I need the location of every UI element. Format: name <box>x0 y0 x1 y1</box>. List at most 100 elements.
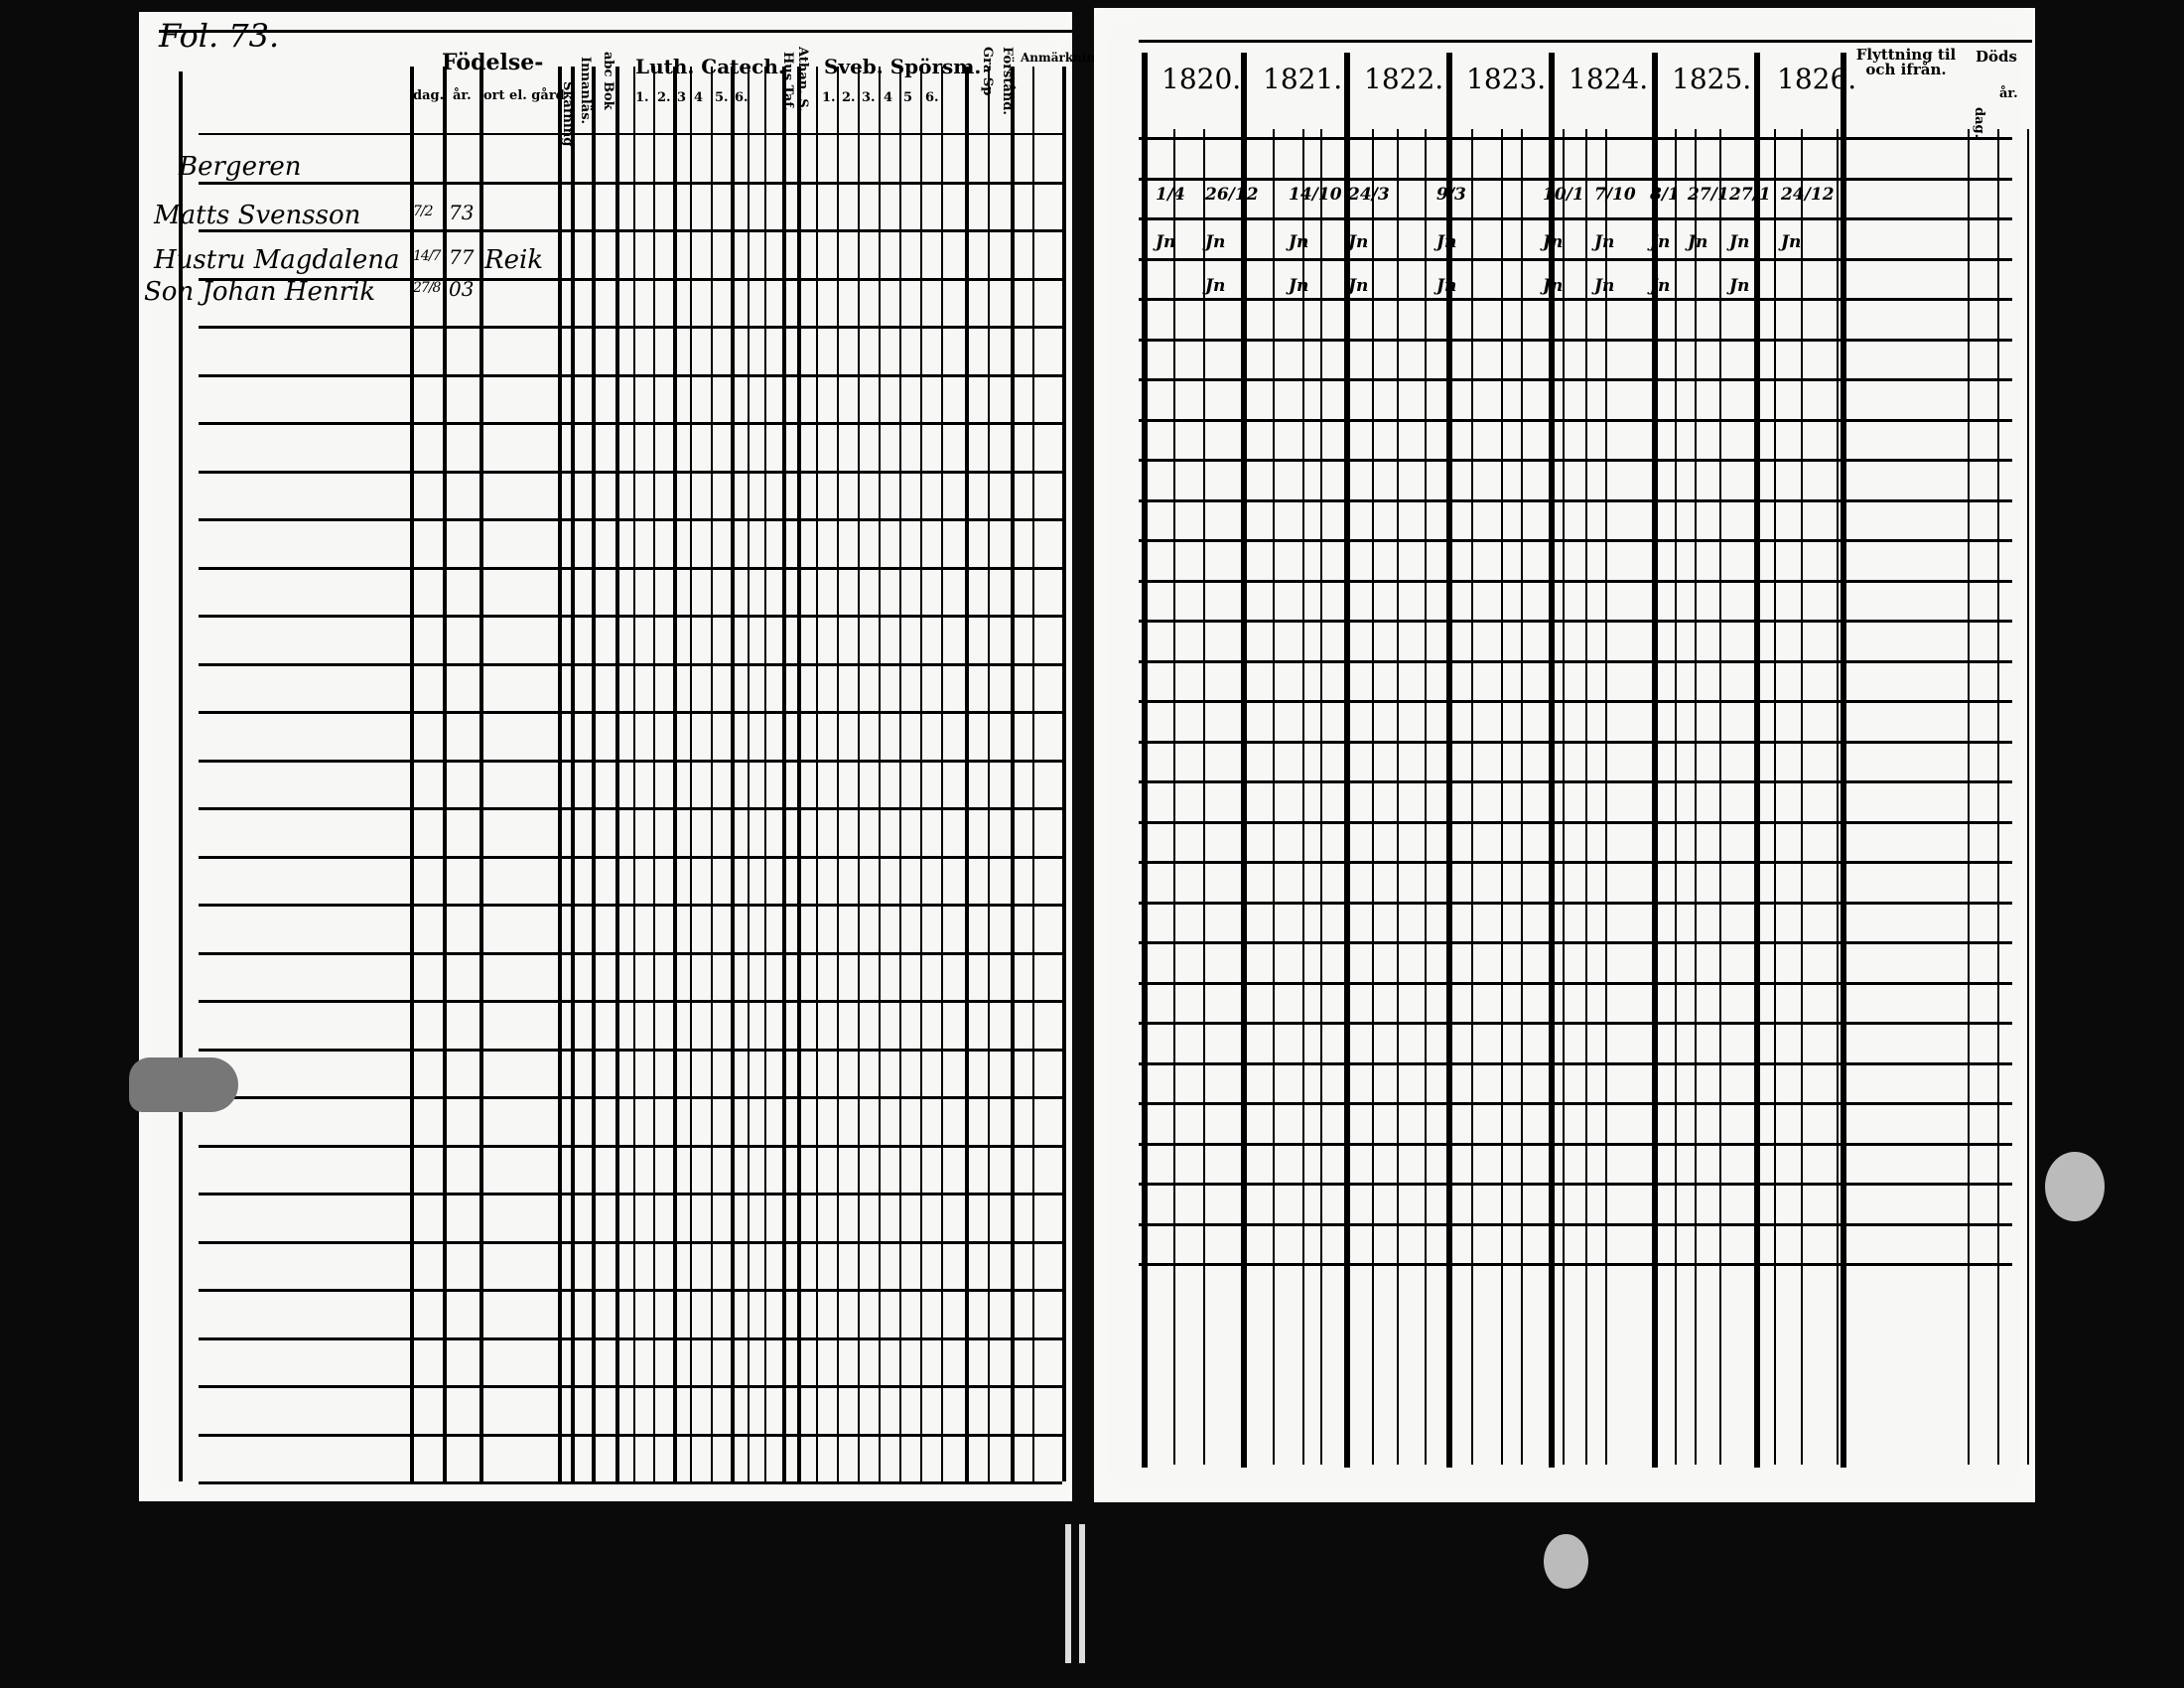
column-rule <box>1397 129 1399 1465</box>
column-rule <box>797 67 801 1481</box>
column-rule <box>1372 129 1374 1465</box>
luth-col-number: 2. <box>657 90 671 105</box>
entry-name: Bergeren <box>179 152 302 182</box>
row-rule <box>199 277 1062 281</box>
attendance-mark: Jn <box>1688 232 1708 252</box>
year-header: 1824. <box>1569 63 1649 95</box>
column-rule <box>1011 67 1015 1481</box>
column-rule <box>1675 129 1677 1465</box>
row-rule <box>199 1144 1062 1148</box>
column-rule <box>1203 129 1205 1465</box>
row-rule <box>199 133 1062 135</box>
sveb-col-number: 6. <box>925 90 939 105</box>
row-rule <box>199 615 1062 618</box>
column-rule <box>1695 129 1697 1465</box>
row-rule <box>199 662 1062 666</box>
row-rule <box>1139 137 2012 140</box>
row-rule <box>199 229 1062 232</box>
row-rule <box>199 1481 1062 1484</box>
attendance-mark: 24/12 <box>1781 185 1835 205</box>
column-rule <box>690 67 692 1481</box>
row-rule <box>1139 338 2012 342</box>
column-rule <box>1774 129 1776 1465</box>
header-place: ort el. gård <box>483 88 565 103</box>
column-rule <box>879 67 881 1481</box>
row-rule <box>199 855 1062 859</box>
year-column-rule <box>1652 53 1658 1468</box>
year-header: 1825. <box>1672 63 1752 95</box>
luth-col-number: 4 <box>694 90 704 105</box>
row-rule <box>1139 217 2012 220</box>
row-rule <box>199 904 1062 907</box>
column-rule <box>837 67 839 1481</box>
attendance-mark: Jn <box>1156 232 1176 252</box>
row-rule <box>1139 700 2012 703</box>
column-rule <box>410 67 414 1481</box>
column-rule <box>1997 129 1999 1465</box>
column-rule <box>748 67 750 1481</box>
column-rule <box>1585 129 1587 1465</box>
column-rule <box>858 67 860 1481</box>
luth-col-number: 5. <box>715 90 729 105</box>
row-rule <box>199 1193 1062 1196</box>
entry-birth-year: 73 <box>449 201 475 224</box>
year-header: 1822. <box>1364 63 1444 95</box>
column-rule <box>443 67 447 1481</box>
row-rule <box>1139 820 2012 824</box>
column-rule <box>1605 129 1607 1465</box>
column-rule <box>1563 129 1565 1465</box>
row-rule <box>1139 459 2012 462</box>
header-death-year: år. <box>1999 86 2018 101</box>
column-rule <box>653 67 655 1481</box>
entry-birth-place: Reik <box>484 245 544 275</box>
row-rule <box>1139 257 2012 261</box>
attendance-mark: Jn <box>1729 276 1750 296</box>
column-rule <box>711 67 713 1481</box>
year-header: 1820. <box>1161 63 1242 95</box>
top-rule <box>1139 40 2032 43</box>
row-rule <box>199 518 1062 521</box>
header-sveb-sporsm: Sveb. Spörsm. <box>824 55 982 78</box>
row-rule <box>199 1048 1062 1052</box>
column-rule <box>615 67 619 1481</box>
column-rule <box>1302 129 1304 1465</box>
column-rule <box>782 67 786 1481</box>
year-column-rule <box>1344 53 1350 1468</box>
header-gra-sp: Gra Sp <box>980 47 995 95</box>
attendance-mark: Jn <box>1348 276 1369 296</box>
attendance-mark: 1/4 <box>1156 185 1185 205</box>
year-column-rule <box>1549 53 1555 1468</box>
row-rule <box>199 470 1062 474</box>
entry-birth-year: 77 <box>449 245 475 269</box>
year-header: 1823. <box>1466 63 1547 95</box>
row-rule <box>199 1289 1062 1292</box>
sveb-col-number: 5 <box>903 90 913 105</box>
column-rule <box>1320 129 1322 1465</box>
entry-birth-day: 14/7 <box>413 248 441 264</box>
entry-birth-year: 03 <box>449 277 475 301</box>
entry-name: Hustru Magdalena <box>154 245 400 275</box>
row-rule <box>199 566 1062 570</box>
header-birth: Födelse- <box>442 50 544 75</box>
attendance-mark: Jn <box>1289 276 1309 296</box>
header-day: dag. <box>413 88 445 103</box>
row-rule <box>1139 1142 2012 1146</box>
row-rule <box>1139 941 2012 944</box>
row-rule <box>1139 780 2012 783</box>
margin-line <box>179 71 183 1481</box>
header-death: Döds <box>1976 48 2017 66</box>
binding-mark <box>1065 1524 1071 1663</box>
year-column-rule <box>1841 53 1846 1468</box>
thumb-holding-page <box>129 1057 238 1112</box>
attendance-mark: 26/12 <box>1205 185 1259 205</box>
smudge <box>2045 1152 2105 1221</box>
row-rule <box>199 711 1062 714</box>
row-rule <box>1139 298 2012 301</box>
attendance-mark: Jn <box>1205 232 1226 252</box>
column-rule <box>1837 129 1839 1465</box>
column-rule <box>1062 67 1066 1481</box>
column-rule <box>1968 129 1970 1465</box>
attendance-mark: 7/10 <box>1594 185 1636 205</box>
attendance-mark: 27/1 <box>1688 185 1729 205</box>
column-rule <box>816 67 818 1481</box>
